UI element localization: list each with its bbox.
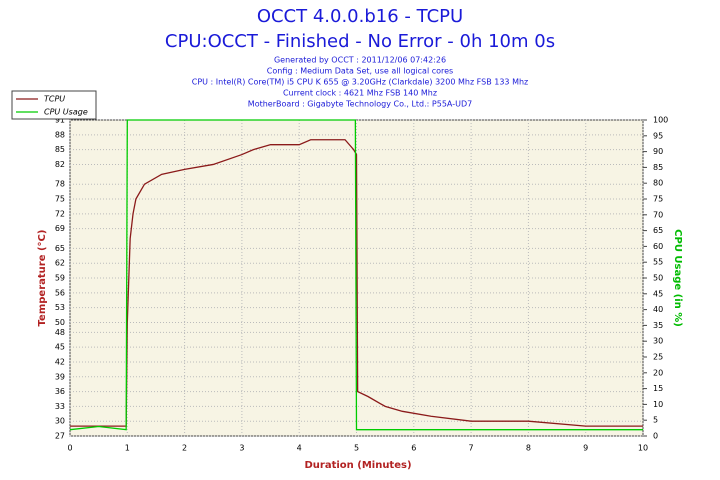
chart-subtitle: CPU:OCCT - Finished - No Error - 0h 10m …: [165, 31, 555, 52]
y-tick-label: 82: [55, 160, 65, 169]
info-line: MotherBoard : Gigabyte Technology Co., L…: [248, 100, 472, 109]
y-tick-label: 75: [55, 195, 65, 204]
y-tick-label: 30: [55, 417, 65, 426]
y2-tick-label: 35: [653, 321, 663, 330]
y2-tick-label: 15: [653, 384, 663, 393]
y-tick-label: 42: [55, 357, 65, 366]
y-tick-label: 88: [55, 130, 65, 139]
legend-label: TCPU: [44, 95, 65, 104]
y-tick-label: 45: [55, 343, 65, 352]
y2-tick-label: 20: [653, 368, 663, 377]
info-line: Generated by OCCT : 2011/12/06 07:42:26: [274, 56, 446, 65]
y2-tick-label: 65: [653, 226, 663, 235]
y-tick-label: 39: [55, 372, 65, 381]
y-tick-label: 85: [55, 145, 65, 154]
y-tick-label: 91: [55, 116, 65, 125]
y2-tick-label: 25: [653, 353, 663, 362]
y-tick-label: 53: [55, 303, 65, 312]
y2-tick-label: 75: [653, 195, 663, 204]
x-tick-label: 1: [125, 444, 130, 453]
legend-label: CPU Usage: [44, 108, 88, 117]
y-tick-label: 56: [55, 288, 65, 297]
series-line: [70, 139, 643, 427]
y2-tick-label: 100: [653, 116, 668, 125]
x-tick-label: 9: [583, 444, 588, 453]
y-tick-label: 27: [55, 432, 65, 441]
info-line: Config : Medium Data Set, use all logica…: [267, 67, 453, 76]
x-tick-label: 4: [297, 444, 302, 453]
y-tick-label: 48: [55, 328, 65, 337]
y-tick-label: 62: [55, 259, 65, 268]
y2-tick-label: 0: [653, 432, 658, 441]
y-tick-label: 59: [55, 274, 65, 283]
y2-tick-label: 70: [653, 210, 663, 219]
x-tick-label: 10: [638, 444, 648, 453]
y-tick-label: 36: [55, 387, 65, 396]
info-line: Current clock : 4621 Mhz FSB 140 Mhz: [283, 89, 437, 98]
x-tick-label: 8: [526, 444, 531, 453]
y2-tick-label: 40: [653, 305, 663, 314]
y2-tick-label: 50: [653, 274, 663, 283]
y2-tick-label: 30: [653, 337, 663, 346]
y-tick-label: 69: [55, 224, 65, 233]
series-line: [69, 119, 643, 431]
y2-tick-label: 80: [653, 179, 663, 188]
x-tick-label: 6: [411, 444, 416, 453]
y2-axis-label: CPU Usage (in %): [672, 229, 683, 327]
y2-tick-label: 55: [653, 258, 663, 267]
x-tick-label: 3: [239, 444, 244, 453]
y2-tick-label: 85: [653, 163, 663, 172]
y-tick-label: 33: [55, 402, 65, 411]
chart-title: OCCT 4.0.0.b16 - TCPU: [257, 6, 463, 27]
y-tick-label: 50: [55, 318, 65, 327]
x-tick-label: 7: [469, 444, 474, 453]
y2-tick-label: 90: [653, 147, 663, 156]
y2-tick-label: 60: [653, 242, 663, 251]
y-tick-label: 72: [55, 209, 65, 218]
x-tick-label: 0: [67, 444, 72, 453]
y-tick-label: 78: [55, 180, 65, 189]
y2-tick-label: 95: [653, 131, 663, 140]
y2-tick-label: 10: [653, 400, 663, 409]
y-axis-label: Temperature (°C): [37, 230, 48, 327]
y-tick-label: 65: [55, 244, 65, 253]
x-axis-label: Duration (Minutes): [304, 460, 411, 471]
info-line: CPU : Intel(R) Core(TM) i5 CPU K 655 @ 3…: [192, 78, 528, 87]
legend-box: [11, 90, 97, 120]
y2-tick-label: 5: [653, 416, 658, 425]
x-tick-label: 5: [354, 444, 359, 453]
x-tick-label: 2: [182, 444, 187, 453]
y2-tick-label: 45: [653, 289, 663, 298]
